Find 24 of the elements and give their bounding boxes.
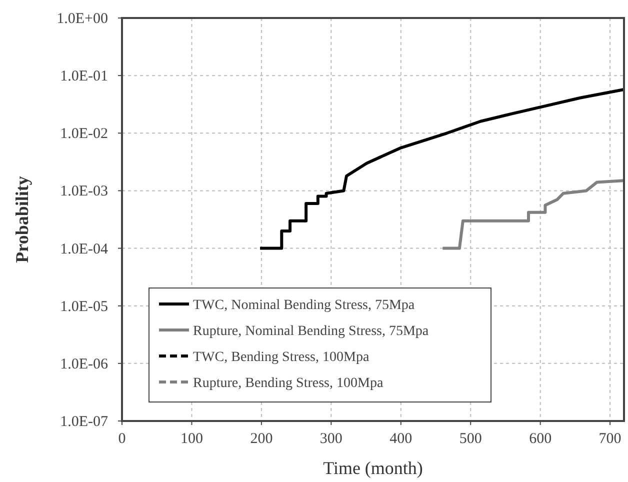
y-tick-label: 1.0E-06 bbox=[60, 356, 108, 372]
legend-label: TWC, Nominal Bending Stress, 75Mpa bbox=[193, 298, 416, 313]
x-tick-label: 400 bbox=[390, 431, 412, 447]
x-tick-label: 100 bbox=[180, 431, 203, 447]
legend-label: Rupture, Bending Stress, 100Mpa bbox=[193, 376, 384, 391]
line-series bbox=[441, 179, 625, 250]
x-axis-title: Time (month) bbox=[323, 458, 423, 478]
y-tick-label: 1.0E-03 bbox=[60, 184, 108, 200]
legend-label: TWC, Bending Stress, 100Mpa bbox=[193, 350, 370, 365]
x-tick-label: 700 bbox=[598, 431, 622, 447]
line-series bbox=[258, 88, 625, 250]
x-tick-label: 500 bbox=[459, 431, 482, 447]
y-tick-label: 1.0E-07 bbox=[60, 414, 108, 430]
y-tick-label: 1.0E-02 bbox=[60, 126, 108, 142]
y-tick-label: 1.0E-01 bbox=[60, 68, 108, 85]
x-tick-label: 300 bbox=[320, 431, 342, 447]
x-tick-label: 600 bbox=[529, 431, 552, 447]
legend-label: Rupture, Nominal Bending Stress, 75Mpa bbox=[193, 324, 430, 339]
y-axis-title: Probability bbox=[12, 176, 32, 263]
x-tick-label: 200 bbox=[250, 431, 273, 447]
y-tick-label: 1.0E+00 bbox=[56, 11, 108, 27]
y-tick-label: 1.0E-05 bbox=[60, 298, 108, 315]
x-tick-label: 0 bbox=[118, 431, 126, 447]
y-tick-label: 1.0E-04 bbox=[60, 241, 108, 258]
